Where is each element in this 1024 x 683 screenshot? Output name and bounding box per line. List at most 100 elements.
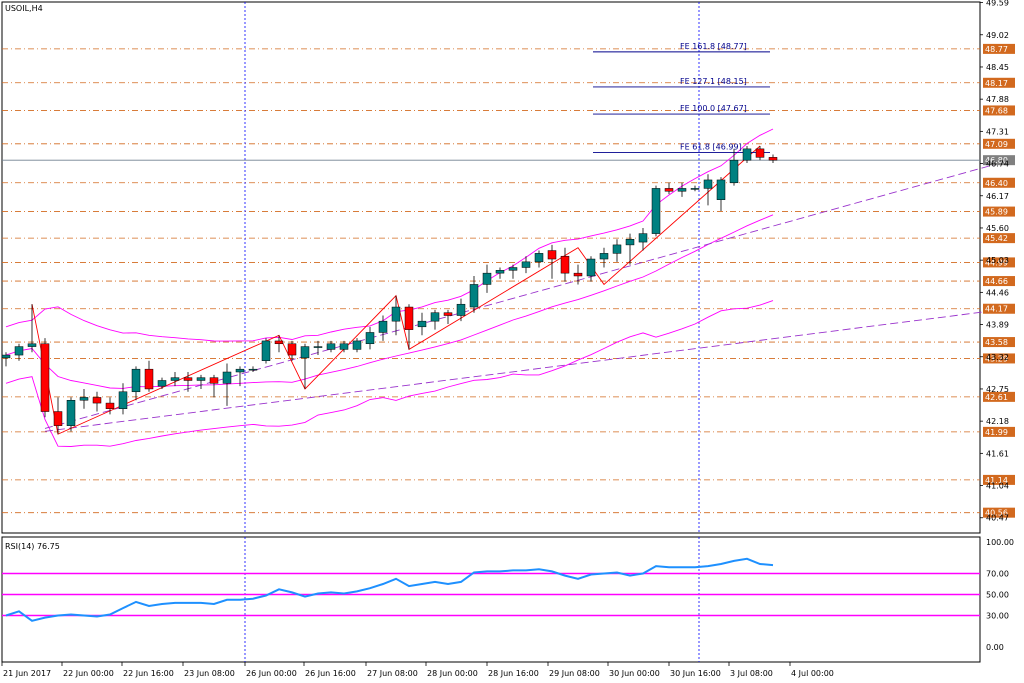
trendline-lower xyxy=(44,309,1001,432)
fibo-level-label: FE 161.8 [48.77] xyxy=(680,42,747,51)
candle-body xyxy=(378,320,388,333)
candle-body xyxy=(404,306,414,330)
x-tick-label: 30 Jun 00:00 xyxy=(609,669,660,678)
x-tick-label: 28 Jun 00:00 xyxy=(427,669,478,678)
x-tick-label: 27 Jun 08:00 xyxy=(367,669,418,678)
candle-body xyxy=(118,391,128,409)
y-tick-label: 49.59 xyxy=(986,0,1009,8)
x-tick-label: 22 Jun 16:00 xyxy=(123,669,174,678)
level-tag xyxy=(983,353,1015,364)
candle-body xyxy=(469,284,479,308)
candle-body xyxy=(300,346,310,359)
x-tick-label: 30 Jun 16:00 xyxy=(670,669,721,678)
rsi-tick-label: 70.00 xyxy=(986,570,1009,579)
candle-body xyxy=(391,306,401,322)
level-label: 48.77 xyxy=(985,45,1008,54)
candle-body xyxy=(677,188,687,192)
level-label: 44.17 xyxy=(985,305,1008,314)
level-label: 43.58 xyxy=(985,338,1008,347)
level-label: 40.56 xyxy=(985,509,1008,518)
candle-body xyxy=(40,343,50,412)
level-tag xyxy=(983,257,1015,268)
candle-body xyxy=(768,157,778,161)
level-tag xyxy=(983,474,1015,485)
candle-body xyxy=(573,272,583,277)
x-tick-label: 22 Jun 00:00 xyxy=(63,669,114,678)
candle-body xyxy=(690,188,700,190)
level-tag xyxy=(983,138,1015,149)
x-tick-label: 28 Jun 16:00 xyxy=(488,669,539,678)
candle-body xyxy=(443,312,453,316)
candle-body xyxy=(755,148,765,158)
candle-body xyxy=(612,244,622,254)
candle-body xyxy=(352,340,362,350)
current-price-tag xyxy=(983,155,1015,166)
candle-body xyxy=(196,377,206,381)
y-tick-label: 43.32 xyxy=(986,353,1009,362)
bollinger-lower xyxy=(5,300,774,447)
candle-body xyxy=(508,267,518,271)
candle-body xyxy=(248,368,258,371)
rsi-pane xyxy=(1,536,981,663)
level-tag xyxy=(983,77,1015,88)
candle-body xyxy=(92,397,102,404)
y-tick-label: 40.47 xyxy=(986,514,1009,523)
y-tick-label: 46.17 xyxy=(986,192,1009,201)
level-label: 48.17 xyxy=(985,79,1008,88)
level-tag xyxy=(983,426,1015,437)
zigzag-line xyxy=(31,145,761,435)
candle-body xyxy=(235,368,245,373)
candle-body xyxy=(326,343,336,350)
y-tick-label: 48.45 xyxy=(986,63,1009,72)
y-tick-label: 47.31 xyxy=(986,127,1009,136)
candle-body xyxy=(144,368,154,390)
y-tick-label: 43.89 xyxy=(986,321,1009,330)
rsi-label: RSI(14) 76.75 xyxy=(5,542,60,551)
candle-body xyxy=(53,411,63,426)
rsi-tick-label: 30.00 xyxy=(986,612,1009,621)
level-label: 41.14 xyxy=(985,476,1008,485)
rsi-tick-label: 50.00 xyxy=(986,591,1009,600)
candle-body xyxy=(27,343,37,347)
candle-body xyxy=(157,380,167,387)
candle-body xyxy=(742,148,752,161)
candle-body xyxy=(521,261,531,268)
fibo-level-label: FE 127.1 [48.15] xyxy=(680,77,747,86)
y-tick-label: 41.04 xyxy=(986,482,1009,491)
current-price-label: 46.80 xyxy=(985,156,1008,165)
level-label: 43.29 xyxy=(985,354,1008,363)
candle-body xyxy=(547,250,557,260)
x-tick-label: 29 Jun 08:00 xyxy=(549,669,600,678)
y-tick-label: 45.60 xyxy=(986,224,1009,233)
candle-body xyxy=(482,272,492,285)
level-tag xyxy=(983,43,1015,54)
main-pane xyxy=(1,1,981,534)
level-label: 41.99 xyxy=(985,428,1008,437)
candle-body xyxy=(456,303,466,316)
candle-body xyxy=(417,320,427,328)
candle-body xyxy=(183,377,193,381)
candle-body xyxy=(274,340,284,345)
level-tag xyxy=(983,206,1015,217)
candle-body xyxy=(534,253,544,263)
level-tag xyxy=(983,303,1015,314)
level-tag xyxy=(983,276,1015,287)
x-tick-label: 26 Jun 00:00 xyxy=(246,669,297,678)
level-tag xyxy=(983,507,1015,518)
candle-body xyxy=(222,371,232,384)
candle-body xyxy=(14,346,24,356)
candle-body xyxy=(625,239,635,246)
rsi-tick-label: 0.00 xyxy=(986,643,1004,652)
candle-body xyxy=(365,332,375,345)
candle-body xyxy=(66,400,76,426)
level-tag xyxy=(983,391,1015,402)
fibo-level-label: FE 100.0 [47.67] xyxy=(680,104,747,113)
candle-body xyxy=(170,377,180,381)
x-tick-label: 21 Jun 2017 xyxy=(3,669,51,678)
candle-body xyxy=(560,255,570,274)
level-label: 47.09 xyxy=(985,140,1008,149)
candle-body xyxy=(716,179,726,200)
y-tick-label: 47.88 xyxy=(986,95,1009,104)
level-tag xyxy=(983,337,1015,348)
candle-body xyxy=(664,188,674,192)
